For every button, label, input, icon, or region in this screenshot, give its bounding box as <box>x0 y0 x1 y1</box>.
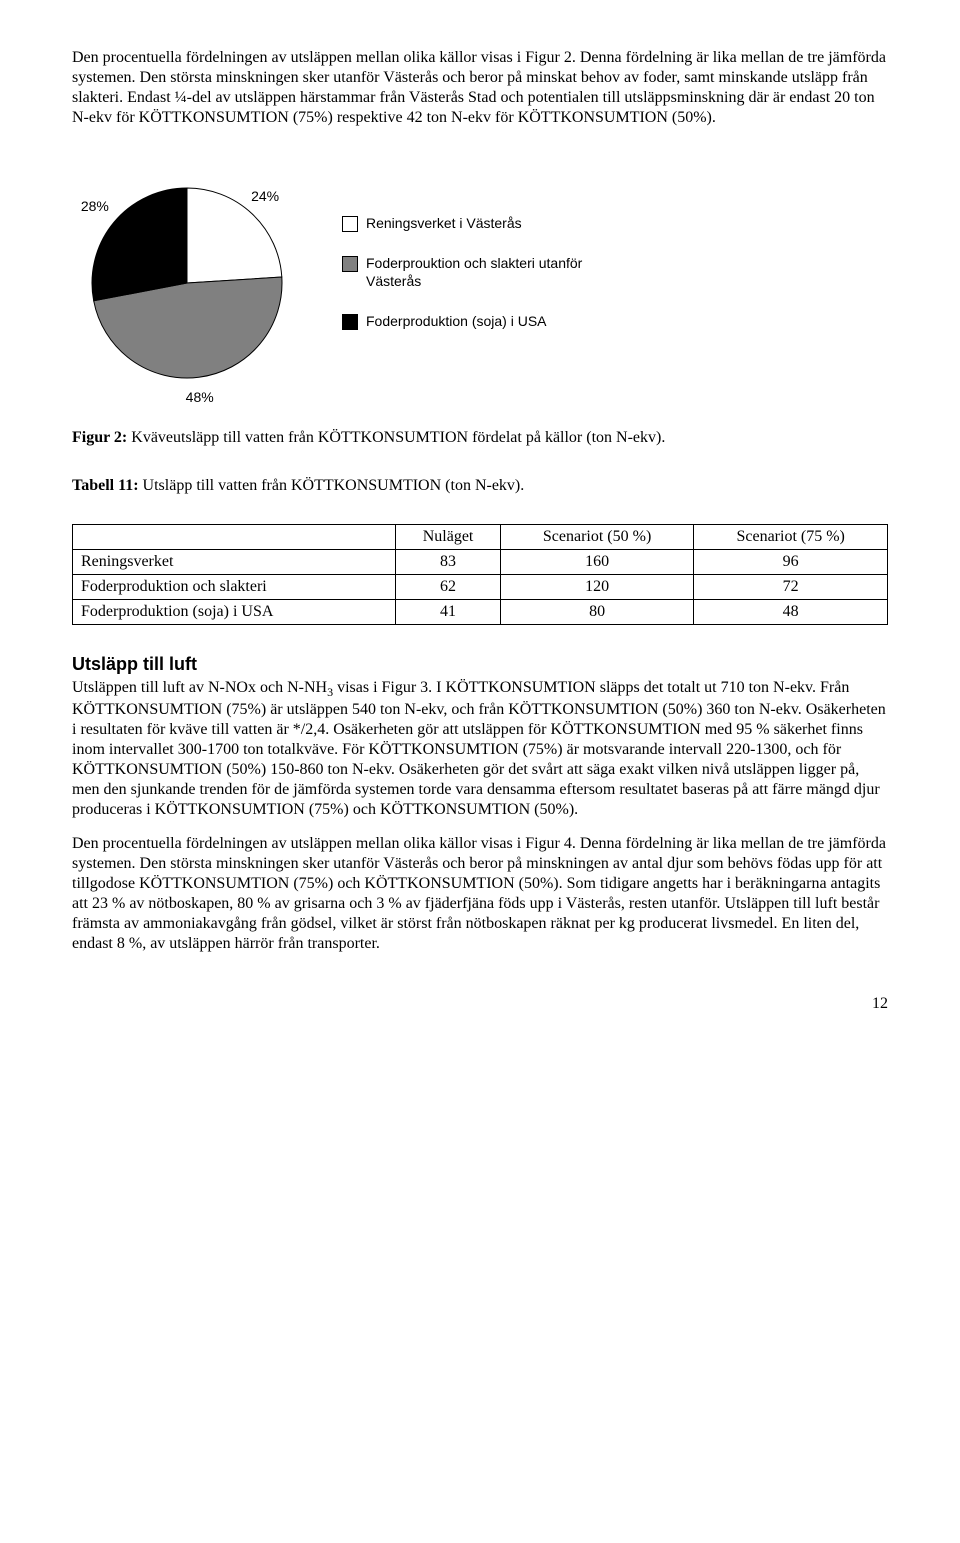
pie-percent-label: 48% <box>186 389 214 407</box>
figure-2-caption: Figur 2: Kväveutsläpp till vatten från K… <box>72 428 888 448</box>
pie-chart-container: 24%48%28% <box>72 168 302 398</box>
table-header-blank <box>73 525 396 550</box>
legend-label: Foderprouktion och slakteri utanför Väst… <box>366 254 586 290</box>
section-heading-utslaepp-till-luft: Utsläpp till luft <box>72 653 888 676</box>
page-number: 12 <box>72 994 888 1014</box>
figure-2-pie-block: 24%48%28% Reningsverket i Västerås Foderp… <box>72 168 888 398</box>
legend-label: Reningsverket i Västerås <box>366 214 522 232</box>
pie-legend: Reningsverket i Västerås Foderprouktion o… <box>342 214 586 353</box>
legend-label: Foderproduktion (soja) i USA <box>366 312 547 330</box>
legend-item: Foderproduktion (soja) i USA <box>342 312 586 330</box>
table-data-cell: 41 <box>396 600 500 625</box>
legend-item: Reningsverket i Västerås <box>342 214 586 232</box>
table-data-cell: 120 <box>500 575 694 600</box>
table-header-row: Nuläget Scenariot (50 %) Scenariot (75 %… <box>73 525 888 550</box>
table-data-cell: 72 <box>694 575 888 600</box>
table-header-cell: Scenariot (50 %) <box>500 525 694 550</box>
legend-swatch <box>342 314 358 330</box>
table-rowhead-cell: Foderproduktion och slakteri <box>73 575 396 600</box>
table-row: Foderproduktion och slakteri6212072 <box>73 575 888 600</box>
table-rowhead-cell: Reningsverket <box>73 550 396 575</box>
table-row: Foderproduktion (soja) i USA418048 <box>73 600 888 625</box>
table-row: Reningsverket8316096 <box>73 550 888 575</box>
legend-swatch <box>342 216 358 232</box>
table-data-cell: 80 <box>500 600 694 625</box>
pie-percent-label: 24% <box>251 188 279 206</box>
intro-paragraph: Den procentuella fördelningen av utsläpp… <box>72 48 888 128</box>
table-11-caption: Tabell 11: Utsläpp till vatten från KÖTT… <box>72 476 888 496</box>
paragraph-fordelning: Den procentuella fördelningen av utsläpp… <box>72 834 888 954</box>
table-header-cell: Scenariot (75 %) <box>694 525 888 550</box>
table-data-cell: 48 <box>694 600 888 625</box>
table-header-cell: Nuläget <box>396 525 500 550</box>
pie-percent-label: 28% <box>81 198 109 216</box>
table-data-cell: 96 <box>694 550 888 575</box>
legend-swatch <box>342 256 358 272</box>
table-data-cell: 160 <box>500 550 694 575</box>
table-11: Nuläget Scenariot (50 %) Scenariot (75 %… <box>72 524 888 625</box>
table-data-cell: 83 <box>396 550 500 575</box>
table-data-cell: 62 <box>396 575 500 600</box>
table-rowhead-cell: Foderproduktion (soja) i USA <box>73 600 396 625</box>
paragraph-utslaepp-till-luft: Utsläppen till luft av N-NOx och N-NH3 v… <box>72 678 888 820</box>
legend-item: Foderprouktion och slakteri utanför Väst… <box>342 254 586 290</box>
